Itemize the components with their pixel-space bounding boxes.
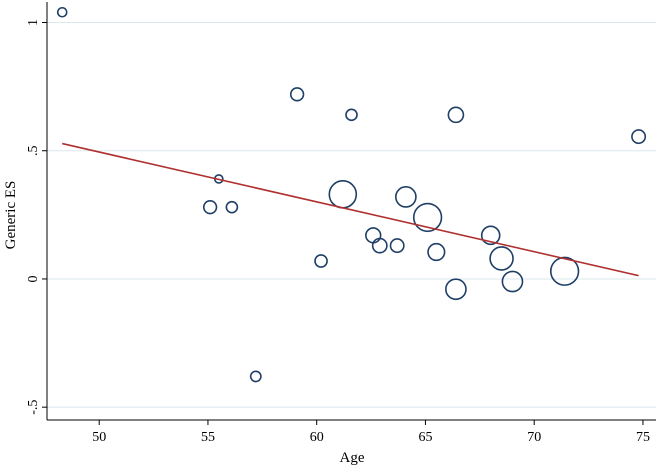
data-point <box>389 238 405 254</box>
data-point <box>412 202 443 233</box>
fit-line <box>62 142 639 277</box>
x-tick-label: 50 <box>92 430 106 445</box>
x-tick-label: 65 <box>418 430 432 445</box>
x-tick-label: 60 <box>310 430 324 445</box>
data-point <box>447 106 465 124</box>
x-axis-title: Age <box>340 450 365 466</box>
y-tick-label: 1 <box>26 19 41 26</box>
data-point <box>427 242 446 262</box>
data-point <box>314 254 328 268</box>
data-point <box>56 6 68 18</box>
y-tick-label: .5 <box>26 145 41 156</box>
data-point <box>328 180 358 209</box>
data-point <box>549 256 580 286</box>
data-point <box>480 225 501 246</box>
data-point <box>489 246 514 271</box>
fit-line-group <box>62 142 639 277</box>
x-tick-label: 75 <box>636 430 650 445</box>
data-point <box>395 186 417 208</box>
data-point <box>249 370 262 383</box>
data-point <box>445 278 467 301</box>
x-tick-label: 55 <box>201 430 215 445</box>
data-point <box>501 270 524 293</box>
data-point <box>289 87 305 102</box>
data-point <box>631 129 647 145</box>
data-point <box>371 237 388 254</box>
y-tick-label: -.5 <box>26 400 41 415</box>
axes: -.5 0 .5 1 50 55 60 65 70 75 <box>26 2 656 445</box>
y-axis-title: Generic ES <box>3 181 19 250</box>
data-points <box>56 6 647 383</box>
x-tick-label: 70 <box>527 430 541 445</box>
data-point <box>202 199 218 215</box>
data-point <box>345 108 358 122</box>
y-tick-label: 0 <box>26 275 41 282</box>
grid-lines <box>47 22 656 408</box>
data-point <box>365 227 382 244</box>
data-point <box>225 200 239 214</box>
